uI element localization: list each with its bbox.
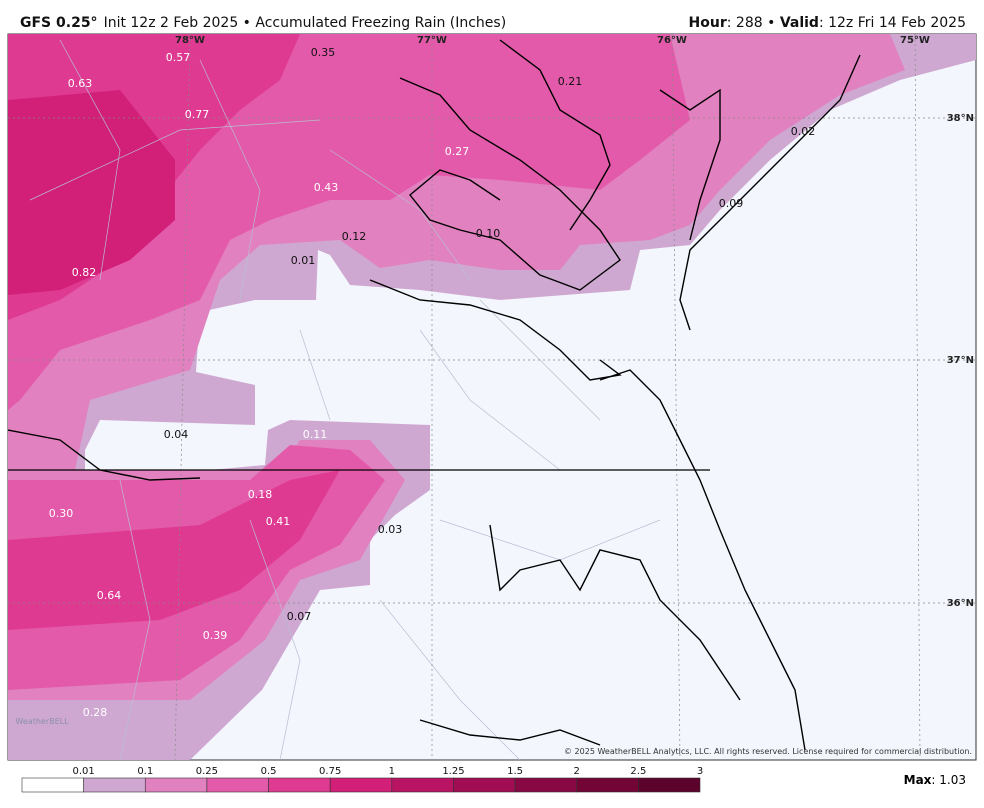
colorbar-swatch: [391, 777, 454, 793]
value-label: 0.03: [378, 523, 403, 536]
colorbar-swatch: [453, 777, 516, 793]
colorbar-tick: 1.5: [507, 766, 523, 777]
valid-label: Valid: [780, 15, 819, 31]
colorbar-tick: 0.01: [73, 766, 95, 777]
shading: [8, 34, 976, 760]
lat-label: 36°N: [947, 598, 974, 609]
value-label: 0.77: [185, 108, 210, 121]
value-label: 0.64: [97, 589, 122, 602]
value-label: 0.12: [342, 230, 367, 243]
value-label: 0.28: [83, 706, 108, 719]
colorbar-tick: 0.1: [137, 766, 153, 777]
max: Max: 1.03: [904, 773, 966, 787]
logo: WeatherBELL: [15, 717, 69, 726]
max-value: : 1.03: [931, 773, 966, 787]
value-label: 0.57: [166, 51, 191, 64]
value-label: 0.09: [719, 197, 744, 210]
value-label: 0.02: [791, 125, 816, 138]
copyright: © 2025 WeatherBELL Analytics, LLC. All r…: [564, 747, 972, 756]
value-label: 0.27: [445, 145, 470, 158]
model: GFS 0.25°: [20, 15, 98, 31]
colorbar: 0.01 0.1 0.25 0.5 0.75 1 1.25 1.5 2 2.5 3: [21, 766, 703, 793]
value-label: 0.35: [311, 46, 336, 59]
colorbar-tick: 1.25: [442, 766, 464, 777]
shade-5: [8, 90, 175, 295]
colorbar-tick: 1: [389, 766, 395, 777]
hour-label: Hour: [689, 15, 727, 31]
value-label: 0.11: [303, 428, 328, 441]
value-label: 0.04: [164, 428, 189, 441]
colorbar-tick: 0.75: [319, 766, 341, 777]
colorbar-tick: 3: [697, 766, 703, 777]
colorbar-tick: 2.5: [630, 766, 646, 777]
header-right: Hour: 288 • Valid: 12z Fri 14 Feb 2025: [689, 15, 966, 31]
shade-3: [8, 34, 690, 690]
grid: [8, 34, 976, 760]
value-label: 0.07: [287, 610, 312, 623]
value-label: 0.30: [49, 507, 74, 520]
colorbar-tick: 0.25: [196, 766, 218, 777]
colorbar-swatch: [576, 777, 639, 793]
value-label: 0.43: [314, 181, 339, 194]
value-label: 0.18: [248, 488, 273, 501]
value-label: 0.39: [203, 629, 228, 642]
value-label: 0.63: [68, 77, 93, 90]
max-label: Max: [904, 773, 932, 787]
lon-label: 76°W: [657, 35, 687, 46]
hour: : 288 •: [727, 15, 780, 31]
coastlines: [8, 39, 861, 751]
value-label: 0.41: [266, 515, 291, 528]
colorbar-swatch: [329, 777, 393, 793]
init: Init 12z 2 Feb 2025 • Accumulated Freezi…: [104, 15, 507, 31]
lat-label: 37°N: [947, 355, 974, 366]
colorbar-swatch: [206, 777, 269, 793]
value-label: 0.21: [558, 75, 583, 88]
lat-label: 38°N: [947, 113, 974, 124]
value-label: 0.10: [476, 227, 501, 240]
map-labels: 0.57 0.35 0.21 0.63 0.77 0.02 0.27 0.43 0.09 0.12…: [49, 46, 816, 719]
lon-label: 77°W: [417, 35, 447, 46]
valid: : 12z Fri 14 Feb 2025: [819, 15, 966, 31]
colorbar-swatch: [83, 777, 146, 793]
lon-label: 78°W: [175, 35, 205, 46]
colorbar-swatch: [638, 777, 701, 793]
value-label: 0.82: [72, 266, 97, 279]
colorbar-swatch: [268, 777, 331, 793]
value-label: 0.01: [291, 254, 316, 267]
colorbar-tick: 0.5: [261, 766, 277, 777]
map: 0.57 0.35 0.21 0.63 0.77 0.02 0.27 0.43 0.09 0.12…: [7, 33, 977, 761]
header-left: GFS 0.25° Init 12z 2 Feb 2025 • Accumulat…: [20, 15, 506, 31]
lon-label: 75°W: [900, 35, 930, 46]
colorbar-swatch: [144, 777, 208, 793]
colorbar-swatch: [21, 777, 84, 793]
colorbar-tick: 2: [574, 766, 580, 777]
colorbar-swatch: [514, 777, 578, 793]
